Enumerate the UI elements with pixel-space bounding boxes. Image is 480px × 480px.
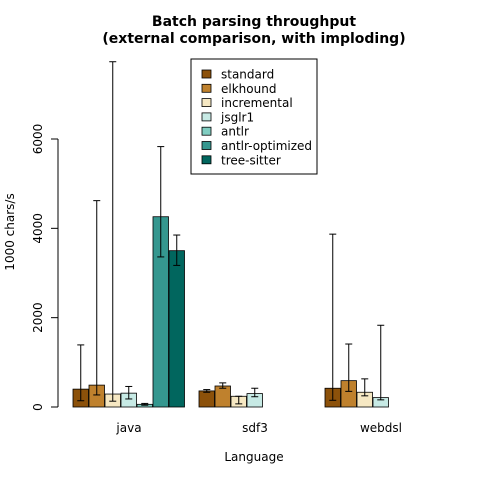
bars: [72, 61, 389, 408]
x-tick-label-java: java: [115, 421, 141, 435]
y-axis-label: 1000 chars/s: [3, 193, 17, 270]
legend-label-elkhound: elkhound: [221, 82, 276, 96]
legend-label-incremental: incremental: [221, 96, 293, 110]
legend-swatch-jsglr1: [201, 112, 212, 122]
x-tick-labels: java sdf3 webdsl: [115, 421, 402, 435]
legend-swatch-standard: [201, 69, 212, 79]
bar-standard-sdf3: [198, 390, 215, 408]
legend-label-antlr: antlr: [221, 125, 249, 139]
y-tick-label: 6000: [31, 124, 45, 155]
legend-swatch-antlr-optimized: [201, 141, 212, 150]
x-axis-label: Language: [224, 450, 283, 464]
x-tick-label-sdf3: sdf3: [242, 421, 268, 435]
y-axis: 0 2000 4000 6000: [31, 124, 59, 411]
bar-tree-sitter-java: [168, 250, 185, 408]
legend-swatch-antlr: [201, 126, 212, 136]
legend-label-tree-sitter: tree-sitter: [221, 153, 281, 167]
legend-swatch-incremental: [201, 98, 212, 107]
bar-elkhound-sdf3: [214, 385, 231, 408]
chart-title-line-2: (external comparison, with imploding): [102, 31, 405, 47]
y-tick-label: 2000: [31, 302, 45, 333]
legend-swatch-tree-sitter: [201, 155, 212, 165]
legend-label-antlr-optimized: antlr-optimized: [221, 139, 312, 153]
chart-title-line-1: Batch parsing throughput: [152, 14, 356, 30]
legend-swatch-elkhound: [201, 83, 212, 93]
legend-label-standard: standard: [221, 68, 274, 82]
legend-label-jsglr1: jsglr1: [220, 110, 254, 124]
legend: standardelkhoundincrementaljsglr1antlran…: [190, 58, 318, 175]
y-tick-label: 0: [31, 403, 45, 411]
legend-box: [190, 58, 318, 175]
y-tick-label: 4000: [31, 213, 45, 244]
x-tick-label-webdsl: webdsl: [360, 421, 402, 435]
